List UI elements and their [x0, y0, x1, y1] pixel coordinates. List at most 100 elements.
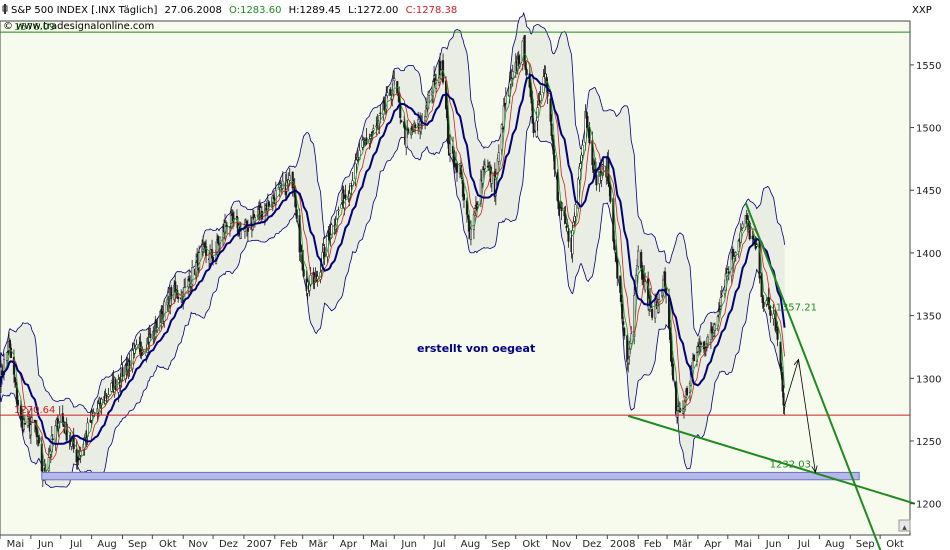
target-zone — [41, 471, 860, 481]
horizontal-line-label: 1576.09 — [14, 22, 55, 33]
low-label: L: — [348, 5, 357, 16]
candle — [79, 446, 82, 464]
date-label: 27.06.2008 — [165, 5, 222, 16]
candle — [100, 397, 103, 415]
candle — [30, 408, 33, 424]
candle — [719, 290, 722, 308]
x-tick-label: Okt — [159, 539, 177, 550]
candle — [511, 64, 514, 87]
candle — [556, 169, 559, 203]
chart-icon — [2, 4, 8, 14]
candle — [198, 245, 201, 273]
candle — [497, 144, 500, 166]
drawing-tools: 1576.09 1270.64 1357.21 1232.03 — [0, 22, 916, 550]
high-label: H: — [289, 5, 300, 16]
candle — [521, 40, 524, 71]
y-tick-label: 1250 — [916, 437, 941, 448]
candle — [564, 205, 567, 224]
candle — [372, 124, 375, 134]
downtrend-line — [744, 202, 882, 550]
x-tick-label: 2007 — [247, 539, 272, 550]
candle — [720, 285, 723, 297]
candle — [174, 273, 177, 302]
x-tick-label: Jun — [400, 539, 417, 550]
price-annotation: 1357.21 — [776, 303, 817, 314]
candle — [620, 286, 623, 307]
x-tick-label: Aug — [825, 539, 845, 550]
candle — [539, 85, 542, 101]
x-tick-label: Aug — [461, 539, 481, 550]
x-tick-label: Jun — [765, 539, 782, 550]
high-value: 1289.45 — [300, 5, 341, 16]
source-credit: © www.tradesignalonline.com — [3, 21, 154, 32]
candle — [323, 243, 326, 265]
x-tick-label: Mär — [673, 539, 693, 550]
candle — [184, 277, 187, 288]
candle — [309, 267, 312, 287]
candle — [762, 295, 765, 312]
x-tick-label: Nov — [552, 539, 572, 550]
close-value: 1278.38 — [416, 5, 457, 16]
candle — [337, 206, 340, 216]
candle — [671, 357, 675, 382]
scroll-button[interactable]: ▴ — [898, 519, 911, 533]
moving-averages — [0, 53, 786, 472]
x-tick-label: Mai — [370, 539, 388, 550]
candle — [386, 86, 389, 99]
candle — [532, 118, 535, 138]
close-label: C: — [406, 5, 416, 16]
candle — [344, 184, 347, 200]
horizontal-line-label: 1270.64 — [14, 405, 55, 416]
candle — [549, 94, 552, 126]
x-tick-label: Jul — [69, 539, 82, 550]
candle — [616, 258, 619, 286]
x-tick-label: Okt — [886, 539, 904, 550]
x-tick-label: Apr — [704, 539, 722, 550]
candle — [504, 87, 507, 113]
lower-band — [0, 115, 785, 489]
x-tick-label: Jun — [37, 539, 54, 550]
candle — [637, 245, 640, 270]
x-tick-label: 2008 — [610, 539, 635, 550]
x-tick-label: Okt — [522, 539, 540, 550]
candle — [428, 90, 431, 104]
y-tick-label: 1200 — [916, 500, 941, 511]
candle — [351, 171, 354, 186]
support-trend-line — [627, 414, 916, 505]
candle — [23, 414, 26, 425]
candle — [571, 224, 574, 263]
x-tick-label: Mai — [7, 539, 25, 550]
y-tick-label: 1450 — [916, 186, 941, 197]
corner-label: XXP — [912, 5, 932, 16]
candle — [581, 139, 584, 159]
candle — [760, 272, 763, 298]
candle — [465, 197, 468, 223]
candle — [14, 378, 17, 388]
candle — [741, 220, 744, 229]
x-tick-label: Dez — [582, 539, 601, 550]
candle — [389, 86, 392, 96]
candle — [177, 294, 180, 303]
candle — [623, 326, 626, 340]
candle — [692, 354, 695, 362]
ma-fast-green — [0, 53, 785, 472]
candle — [393, 70, 396, 86]
candle — [400, 119, 403, 123]
candle — [114, 377, 117, 391]
candle — [149, 327, 152, 339]
candle — [302, 263, 305, 277]
x-tick-label: Feb — [644, 539, 662, 550]
y-tick-label: 1300 — [916, 374, 941, 385]
candle — [782, 384, 785, 415]
x-tick-label: Jul — [433, 539, 446, 550]
candle — [191, 259, 194, 291]
open-label: O: — [229, 5, 240, 16]
axes: 1200 1250 1300 1350 1400 1450 1500 1550 Mai Jun Ju… — [0, 61, 941, 550]
candle — [142, 351, 145, 355]
ma-slow — [0, 74, 786, 445]
low-value: 1272.00 — [357, 5, 398, 16]
candle — [769, 305, 772, 323]
x-tick-label: Sep — [128, 539, 147, 550]
symbol-label: S&P 500 INDEX [.INX Täglich] — [11, 5, 157, 16]
